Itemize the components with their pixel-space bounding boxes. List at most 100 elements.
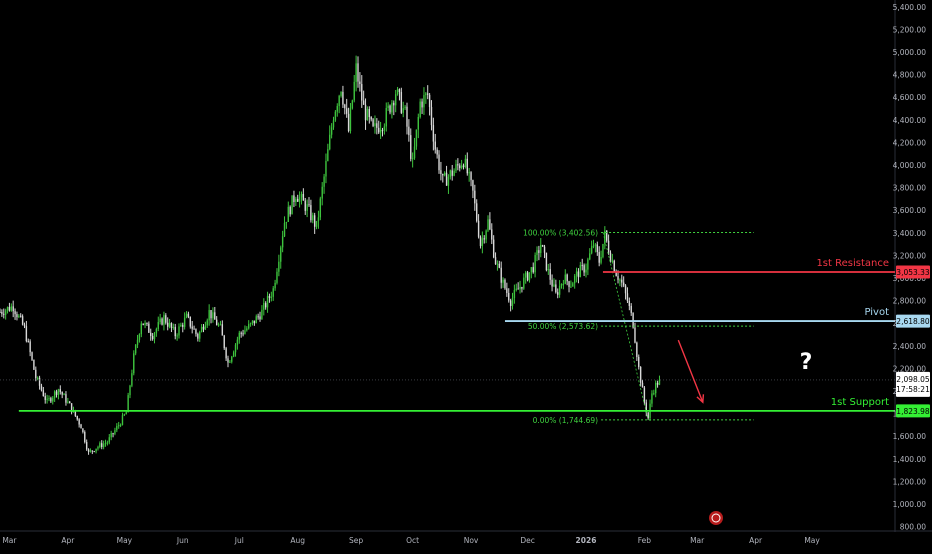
candle-body xyxy=(219,324,222,326)
time-tick-label: 2026 xyxy=(576,536,597,545)
candle-body xyxy=(428,94,431,108)
candle-body xyxy=(157,322,159,329)
candle-body xyxy=(547,269,550,271)
candle-body xyxy=(528,272,531,281)
candle-body xyxy=(308,204,310,206)
event-marker-icon[interactable] xyxy=(709,511,723,525)
candle-body xyxy=(639,366,642,383)
candle-body xyxy=(491,229,493,240)
time-axis[interactable]: Mar Apr May Jun Jul Aug Sep Oct Nov Dec 2026 Feb Mar… xyxy=(2,511,820,545)
candle-body xyxy=(281,236,284,248)
candle-body xyxy=(564,274,566,284)
candle-body xyxy=(315,220,318,227)
candle-body xyxy=(596,244,598,253)
candle-body xyxy=(402,108,404,113)
axis-separators xyxy=(0,0,932,532)
candle-body xyxy=(645,402,647,413)
candle-body xyxy=(622,282,625,286)
candle-body xyxy=(370,117,372,120)
candle-body xyxy=(163,315,165,325)
candle-body xyxy=(189,316,192,327)
candle-body xyxy=(251,320,254,324)
time-tick-label: Aug xyxy=(290,536,305,545)
candle-body xyxy=(396,89,399,95)
candle-body xyxy=(150,332,152,336)
candle-body xyxy=(457,164,459,166)
candle-body xyxy=(280,247,282,262)
candle-body xyxy=(340,91,342,96)
candle-body xyxy=(421,101,423,108)
candle-body xyxy=(400,91,403,113)
candle-body xyxy=(579,265,582,278)
candle-body xyxy=(643,387,646,403)
price-tick-label: 1,200.00 xyxy=(893,477,927,486)
candle-body xyxy=(381,129,384,131)
candle-body xyxy=(1,312,3,314)
candle-body xyxy=(417,116,419,130)
candle-body xyxy=(509,300,512,306)
time-tick-label: Oct xyxy=(406,536,419,545)
candle-body xyxy=(545,252,548,271)
candle-body xyxy=(617,276,619,280)
candle-body xyxy=(21,316,24,325)
candle-body xyxy=(187,313,190,317)
candle-body xyxy=(140,323,143,335)
candle-body xyxy=(297,198,299,202)
candle-body xyxy=(653,393,655,395)
candle-body xyxy=(521,286,523,289)
candle-body xyxy=(131,373,133,386)
candle-body xyxy=(57,389,60,395)
candle-body xyxy=(385,107,387,127)
fib-trend-line[interactable] xyxy=(602,232,649,420)
candle-body xyxy=(248,324,250,329)
candle-body xyxy=(504,279,506,289)
price-tick-label: 3,600.00 xyxy=(893,206,927,215)
candle-body xyxy=(615,271,617,277)
time-tick-label: Sep xyxy=(349,536,363,545)
candle-body xyxy=(253,320,256,324)
candle-body xyxy=(336,106,338,112)
candle-body xyxy=(298,197,301,202)
candle-body xyxy=(142,323,144,325)
level-name-label: Pivot xyxy=(864,307,889,318)
candle-body xyxy=(238,332,240,340)
time-tick-label: May xyxy=(804,536,820,545)
candle-body xyxy=(97,446,99,449)
candle-body xyxy=(48,398,50,400)
candle-body xyxy=(125,412,127,415)
price-tick-label: 5,000.00 xyxy=(893,48,927,57)
candle-body xyxy=(474,190,476,204)
candle-body xyxy=(442,173,444,176)
candle-body xyxy=(634,327,636,343)
candle-body xyxy=(127,395,129,413)
candle-body xyxy=(25,326,28,342)
candle-body xyxy=(212,312,214,319)
price-tick-label: 4,400.00 xyxy=(893,116,927,125)
candle-body xyxy=(638,356,640,367)
candle-body xyxy=(46,398,48,400)
candle-body xyxy=(319,198,322,218)
candle-body xyxy=(23,324,26,327)
candle-body xyxy=(517,288,519,290)
candle-body xyxy=(221,324,224,336)
candle-body xyxy=(106,442,109,444)
candle-body xyxy=(306,204,308,211)
candle-body xyxy=(136,339,139,345)
candle-body xyxy=(613,260,615,272)
time-tick-label: Nov xyxy=(464,536,479,545)
candle-body xyxy=(344,104,346,109)
price-levels[interactable]: 1st Resistance Pivot 1st Support xyxy=(18,258,895,412)
candle-body xyxy=(234,344,237,353)
candle-body xyxy=(334,111,337,121)
price-tick-label: 4,200.00 xyxy=(893,138,927,147)
time-tick-label: Feb xyxy=(638,536,652,545)
candle-body xyxy=(359,81,361,85)
candle-body xyxy=(607,240,610,253)
annotations: ? xyxy=(677,339,812,404)
candle-body xyxy=(4,310,7,315)
fibonacci-retracement[interactable]: 100.00% (3,402.56) 50.00% (2,573.62) 0.00%… xyxy=(523,229,754,425)
candle-body xyxy=(31,352,33,360)
candle-body xyxy=(87,449,90,452)
